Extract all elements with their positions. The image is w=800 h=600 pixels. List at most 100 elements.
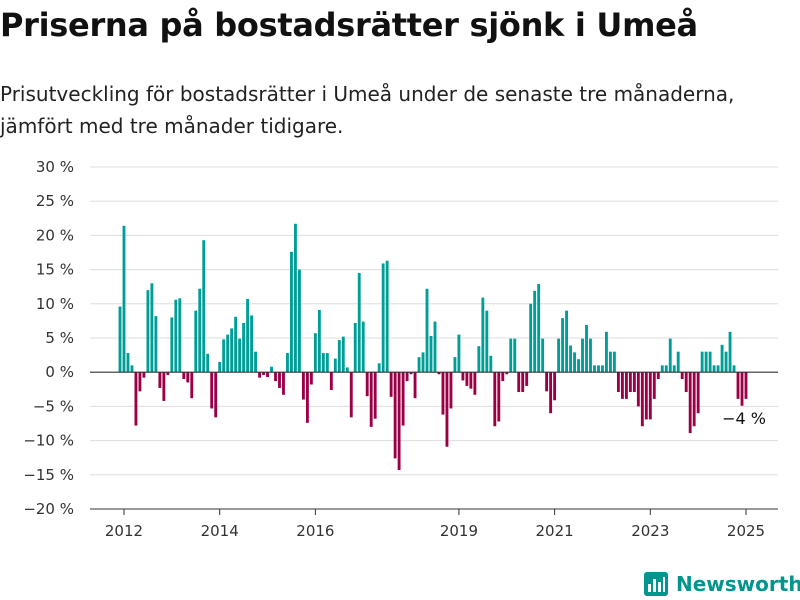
bar [421, 352, 425, 373]
bar [517, 372, 521, 393]
bar [465, 372, 469, 386]
bar [473, 372, 477, 395]
bar [146, 290, 150, 373]
bar [477, 346, 481, 373]
bar [525, 372, 529, 386]
bar [620, 372, 624, 399]
bar [290, 251, 293, 373]
bar [732, 365, 736, 373]
bar [541, 338, 545, 373]
x-axis-labels: 2012 2014 2016 2019 2021 2023 2025 [105, 522, 765, 540]
bar [198, 288, 202, 373]
bar [162, 372, 166, 401]
bar [154, 316, 158, 373]
y-tick-label: 10 % [36, 295, 74, 313]
bar [509, 338, 513, 373]
bar [533, 290, 537, 373]
bar [688, 372, 692, 434]
bar [648, 372, 652, 420]
bar [417, 357, 421, 373]
bar [345, 367, 349, 373]
bar [226, 334, 230, 373]
bar [553, 372, 557, 401]
bar [692, 372, 696, 427]
bar [457, 334, 461, 373]
bar [640, 372, 644, 427]
bar [469, 372, 473, 389]
bar [585, 325, 588, 373]
bar [481, 297, 485, 373]
bar [130, 365, 134, 373]
y-tick-label: −20 % [23, 500, 74, 518]
bar [122, 225, 126, 373]
bar [297, 269, 301, 373]
chart-title: Priserna på bostadsrätter sjönk i Umeå [0, 6, 698, 44]
bar [341, 336, 345, 373]
bar [740, 372, 744, 406]
bar [605, 331, 608, 373]
bar [445, 372, 449, 447]
bar [266, 372, 269, 377]
bar [529, 303, 533, 373]
bar [309, 372, 313, 385]
x-tick-label: 2021 [536, 522, 574, 540]
bar [186, 372, 190, 383]
bar [557, 338, 561, 373]
bar [349, 372, 353, 418]
x-tick-label: 2016 [296, 522, 334, 540]
bar [409, 372, 413, 375]
bar [405, 372, 409, 382]
bar [684, 372, 688, 393]
bar [601, 365, 604, 373]
chart-subtitle: Prisutveckling för bostadsrätter i Umeå … [0, 82, 735, 138]
bar [174, 299, 178, 373]
bar [118, 306, 122, 373]
bar [230, 328, 234, 373]
bar [449, 372, 453, 409]
bar [413, 372, 417, 399]
bar [393, 372, 397, 459]
bar [577, 359, 580, 373]
bar [222, 339, 226, 373]
bar [401, 372, 405, 426]
bar [385, 260, 389, 373]
bar [632, 372, 636, 393]
bar [333, 358, 337, 373]
bar [652, 372, 656, 399]
bar [489, 355, 493, 373]
bar [664, 365, 668, 373]
bar [134, 372, 138, 426]
bar [441, 372, 445, 415]
y-tick-label: −5 % [33, 397, 74, 415]
bar [377, 363, 381, 373]
bar [369, 372, 373, 427]
bar [716, 365, 720, 373]
bar [672, 365, 676, 373]
bar [501, 372, 505, 382]
bar [357, 273, 361, 373]
bar [329, 372, 333, 390]
brand-name: Newsworthy [676, 572, 800, 596]
bar [282, 372, 285, 395]
bar [680, 372, 684, 380]
bar [158, 372, 162, 388]
bar [668, 338, 672, 373]
bar [704, 351, 708, 373]
bar [361, 321, 365, 373]
bar [656, 372, 660, 380]
bar [549, 372, 553, 414]
bar [505, 372, 509, 375]
bar [337, 340, 341, 373]
bar [660, 365, 664, 373]
bar [246, 299, 250, 373]
bar [453, 357, 457, 373]
y-tick-label: 0 % [45, 363, 74, 381]
bar [696, 372, 700, 414]
bar [313, 333, 317, 373]
bar [218, 361, 222, 373]
axes [90, 371, 778, 515]
y-tick-label: −10 % [23, 432, 74, 450]
bar [142, 372, 146, 378]
bar [294, 223, 297, 373]
bar [724, 351, 728, 373]
